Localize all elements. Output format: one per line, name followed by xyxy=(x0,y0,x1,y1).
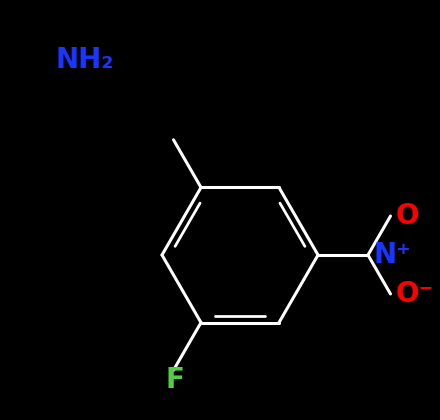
Text: F: F xyxy=(165,366,184,394)
Text: NH₂: NH₂ xyxy=(55,46,114,74)
Text: N⁺: N⁺ xyxy=(373,241,411,269)
Text: O: O xyxy=(396,202,419,230)
Text: O⁻: O⁻ xyxy=(396,280,434,308)
